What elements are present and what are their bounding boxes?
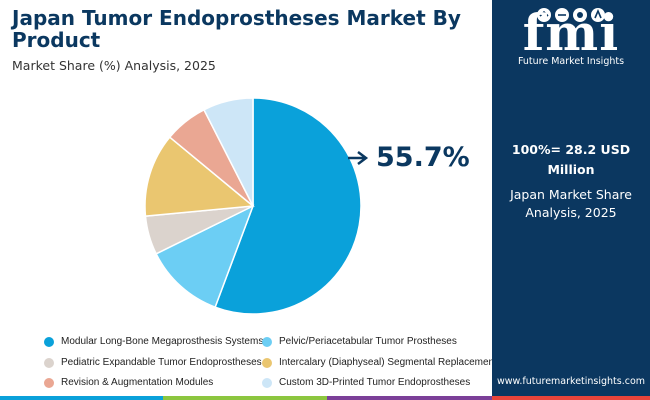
legend-swatch <box>262 357 272 368</box>
pie-slice <box>155 204 255 309</box>
chart-title: Japan Tumor Endoprostheses Market By Pro… <box>12 6 461 52</box>
legend-item: Pediatric Expandable Tumor Endoprosthese… <box>44 357 262 368</box>
pie-slice <box>202 97 254 207</box>
legend-swatch <box>262 377 272 388</box>
legend-swatch <box>262 336 272 347</box>
bottom-accent-bar <box>492 396 650 400</box>
market-total: 100%= 28.2 USD Million <box>492 140 650 180</box>
logo-tagline: Future Market Insights <box>517 56 625 67</box>
pie-slice <box>144 136 255 217</box>
summary-panel: fmi Future Market Insights 100%= 28.2 US… <box>492 0 650 400</box>
bottom-accent-bar <box>327 396 492 400</box>
fmi-logo: fmi Future Market Insights <box>492 0 650 80</box>
legend-swatch <box>44 336 54 347</box>
bottom-accent-bar <box>0 396 163 400</box>
market-share-caption: Japan Market Share Analysis, 2025 <box>492 186 650 222</box>
legend-swatch <box>44 357 54 368</box>
market-share-line: Analysis, 2025 <box>525 205 617 220</box>
legend-item: Revision & Augmentation Modules <box>44 377 213 388</box>
legend-item: Custom 3D-Printed Tumor Endoprostheses <box>262 377 470 388</box>
legend-label: Pediatric Expandable Tumor Endoprosthese… <box>61 357 262 368</box>
logo-icons <box>537 8 605 22</box>
legend-label: Modular Long-Bone Megaprosthesis Systems <box>61 336 264 347</box>
pie-chart <box>144 97 369 315</box>
legend-label: Intercalary (Diaphyseal) Segmental Repla… <box>279 357 502 368</box>
bottom-accent-bar <box>163 396 327 400</box>
legend-label: Custom 3D-Printed Tumor Endoprostheses <box>279 377 471 388</box>
largest-share-callout: 55.7% <box>376 142 470 173</box>
legend-item: Pelvic/Periacetabular Tumor Prostheses <box>262 336 457 347</box>
legend-label: Revision & Augmentation Modules <box>61 377 214 388</box>
pie-slice <box>214 97 362 315</box>
callout-arrow <box>348 151 369 165</box>
legend-swatch <box>44 377 54 388</box>
legend-item: Intercalary (Diaphyseal) Segmental Repla… <box>262 357 502 368</box>
market-share-line: Japan Market Share <box>510 187 632 202</box>
logo-letters: fmi <box>522 3 620 62</box>
legend-label: Pelvic/Periacetabular Tumor Prostheses <box>279 336 457 347</box>
market-total-line: 100%= 28.2 USD <box>511 142 631 157</box>
legend-item: Modular Long-Bone Megaprosthesis Systems <box>44 336 263 347</box>
chart-subtitle: Market Share (%) Analysis, 2025 <box>12 58 216 73</box>
website-link[interactable]: www.futuremarketinsights.com <box>496 376 646 387</box>
market-total-line: Million <box>547 162 595 177</box>
